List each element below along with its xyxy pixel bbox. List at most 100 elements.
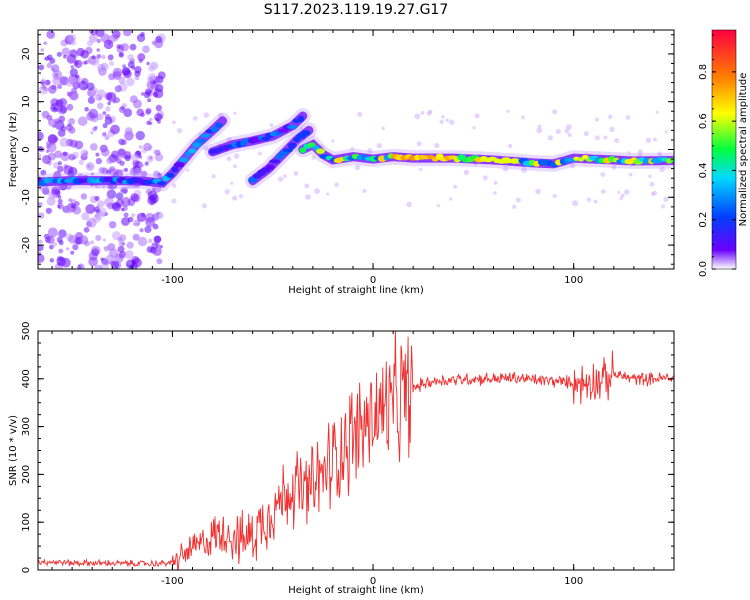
snr-ytick-label: 200 xyxy=(21,465,32,484)
noise-speckle xyxy=(151,40,156,46)
snr-axes: -100 0 100 0 100 200 300 400 500 xyxy=(21,321,675,587)
noise-speckle xyxy=(257,151,262,156)
spectrogram-xtick-label: -100 xyxy=(161,275,184,286)
noise-speckle xyxy=(120,169,125,173)
noise-speckle xyxy=(103,246,107,250)
noise-speckle xyxy=(156,211,164,220)
noise-speckle xyxy=(66,54,77,64)
noise-speckle xyxy=(78,159,84,166)
noise-speckle xyxy=(434,142,440,149)
noise-speckle xyxy=(154,83,164,93)
ridge-blob xyxy=(156,181,167,186)
noise-speckle xyxy=(104,134,110,141)
noise-speckle xyxy=(192,116,198,121)
noise-speckle xyxy=(140,170,148,178)
noise-speckle xyxy=(89,209,94,213)
noise-speckle xyxy=(140,92,145,96)
noise-speckle xyxy=(419,167,423,172)
noise-speckle xyxy=(59,105,68,114)
noise-speckle xyxy=(38,239,43,244)
noise-speckle xyxy=(283,174,287,179)
noise-speckle xyxy=(52,69,63,80)
noise-speckle xyxy=(101,54,106,60)
noise-speckle xyxy=(41,78,46,83)
noise-speckle xyxy=(45,79,51,86)
noise-speckle xyxy=(95,157,103,165)
noise-speckle xyxy=(137,53,146,62)
noise-speckle xyxy=(38,131,44,141)
noise-speckle xyxy=(46,30,56,39)
noise-speckle xyxy=(126,185,131,189)
noise-speckle xyxy=(659,166,665,173)
noise-speckle xyxy=(77,116,88,126)
noise-speckle xyxy=(123,69,132,79)
snr-series-line xyxy=(38,331,674,570)
noise-speckle xyxy=(655,110,659,114)
noise-speckle xyxy=(143,91,151,99)
noise-speckle xyxy=(157,71,166,80)
snr-ylabel: SNR (10 * v/v) xyxy=(8,415,19,486)
colorbar-tick-label: 0.6 xyxy=(698,113,709,129)
spectrogram-xlabel: Height of straight line (km) xyxy=(288,285,424,296)
noise-speckle xyxy=(104,260,110,266)
noise-speckle xyxy=(565,124,572,130)
noise-speckle xyxy=(269,123,274,128)
noise-speckle xyxy=(118,51,124,57)
noise-speckle xyxy=(74,140,84,150)
noise-speckle xyxy=(331,139,335,143)
noise-speckle xyxy=(593,199,598,204)
noise-speckle xyxy=(649,181,655,187)
noise-speckle xyxy=(93,206,100,213)
noise-speckle xyxy=(436,203,441,208)
noise-speckle xyxy=(91,248,100,257)
ridge-blob xyxy=(266,164,275,170)
noise-speckle xyxy=(601,189,606,194)
noise-speckle xyxy=(68,198,73,202)
noise-speckle xyxy=(603,135,608,140)
noise-speckle xyxy=(645,137,652,143)
noise-speckle xyxy=(70,65,75,69)
noise-speckle xyxy=(46,235,55,245)
noise-speckle xyxy=(143,142,152,152)
noise-speckle xyxy=(552,109,558,115)
noise-speckle xyxy=(58,240,64,246)
noise-speckle xyxy=(73,81,78,86)
noise-speckle xyxy=(123,167,129,173)
noise-speckle xyxy=(135,130,145,141)
noise-speckle xyxy=(57,198,63,204)
ridge-blob xyxy=(210,126,219,133)
noise-speckle xyxy=(68,33,77,42)
noise-speckle xyxy=(38,201,43,208)
noise-speckle xyxy=(136,212,147,223)
noise-speckle xyxy=(95,214,102,221)
noise-speckle xyxy=(521,167,528,174)
noise-speckle xyxy=(107,42,111,46)
noise-speckle xyxy=(70,40,77,46)
noise-speckle xyxy=(38,152,42,159)
noise-speckle xyxy=(40,48,45,52)
noise-speckle xyxy=(552,193,557,199)
noise-speckle xyxy=(115,192,124,200)
noise-speckle xyxy=(127,216,134,223)
noise-speckle xyxy=(609,126,615,132)
colorbar-tick-label: 0.0 xyxy=(698,261,709,277)
noise-speckle xyxy=(126,241,134,249)
noise-speckle xyxy=(547,135,553,141)
noise-speckle xyxy=(238,194,244,199)
noise-speckle xyxy=(277,176,284,182)
noise-speckle xyxy=(127,54,134,61)
noise-speckle xyxy=(152,80,157,85)
noise-speckle xyxy=(68,234,77,244)
noise-speckle xyxy=(43,86,48,92)
noise-speckle xyxy=(38,212,45,219)
noise-speckle xyxy=(406,201,412,208)
noise-speckle xyxy=(142,45,150,54)
noise-speckle xyxy=(453,184,458,189)
noise-speckle xyxy=(130,193,139,202)
snr-xtick-label: 0 xyxy=(370,576,376,587)
noise-speckle xyxy=(648,174,652,179)
noise-speckle xyxy=(611,165,617,170)
noise-speckle xyxy=(107,54,114,61)
noise-speckle xyxy=(493,191,497,195)
snr-xtick-label: 100 xyxy=(564,576,583,587)
